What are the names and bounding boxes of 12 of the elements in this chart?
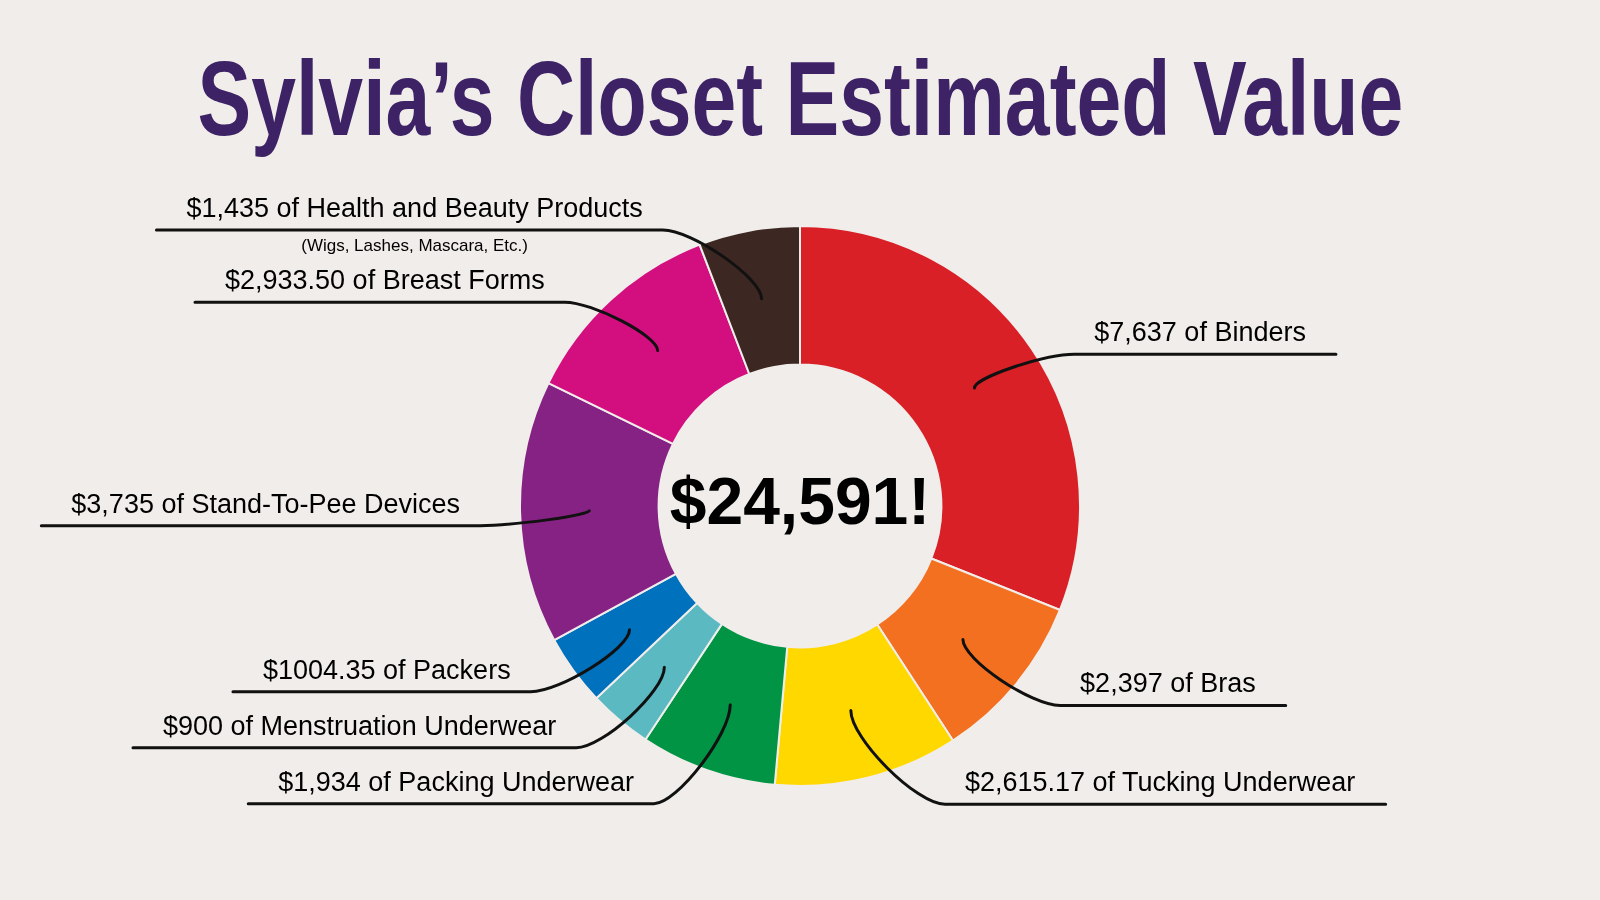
slice-label: $7,637 of Binders — [1094, 317, 1306, 348]
slice-label: $1,435 of Health and Beauty Products — [186, 192, 643, 223]
slice-label: $2,397 of Bras — [1080, 668, 1256, 699]
slice-label: $3,735 of Stand-To-Pee Devices — [71, 488, 461, 519]
chart-title: Sylvia’s Closet Estimated Value — [197, 39, 1403, 157]
slice-label: $2,615.17 of Tucking Underwear — [964, 767, 1356, 798]
slice-label: $1004.35 of Packers — [262, 654, 511, 685]
text: (Wigs, Lashes, Mascara, Etc.) — [301, 236, 528, 256]
text: $24,591! — [669, 464, 931, 539]
slice-label: $2,933.50 of Breast Forms — [225, 265, 545, 296]
slice-label: $1,934 of Packing Underwear — [278, 766, 634, 797]
slice-label: $900 of Menstruation Underwear — [162, 710, 557, 741]
